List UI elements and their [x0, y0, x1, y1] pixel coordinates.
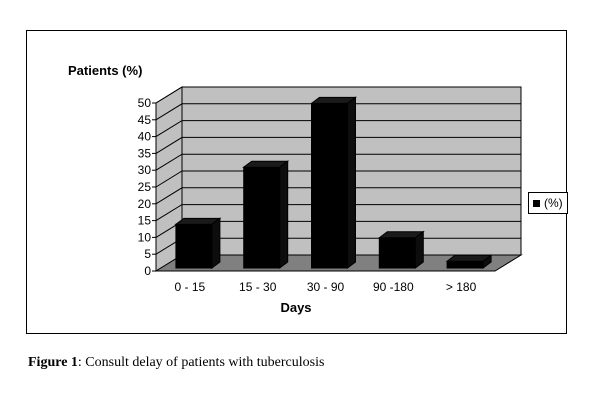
gridline	[155, 187, 521, 205]
bar	[446, 260, 484, 269]
bar-side	[482, 254, 492, 269]
bar	[175, 223, 213, 269]
x-tick-label: 90 -180	[373, 280, 414, 294]
gridline	[155, 120, 521, 138]
bar-side	[279, 160, 289, 269]
legend-label: (%)	[544, 196, 563, 210]
y-tick-label: 0	[144, 264, 151, 278]
gridline	[155, 103, 521, 121]
plot-area: 0 5 10 15 20 25 30 35 40 45 50 0 - 15 15 - 30 30 - 90…	[138, 86, 523, 294]
chart-frame	[26, 30, 567, 334]
bar-side	[211, 217, 221, 269]
figure-caption: Figure 1: Consult delay of patients with…	[28, 355, 324, 371]
bar	[311, 102, 348, 269]
gridline	[155, 204, 521, 222]
gridline	[155, 170, 521, 188]
y-tick-label: 10	[138, 230, 152, 244]
y-tick-label: 15	[138, 214, 152, 228]
y-tick-label: 40	[138, 130, 152, 144]
x-tick-label: > 180	[446, 280, 477, 294]
legend-swatch	[533, 199, 540, 207]
y-tick-label: 50	[138, 96, 152, 110]
legend: (%)	[528, 192, 568, 214]
x-tick-label: 30 - 90	[307, 280, 345, 294]
x-tick-label: 0 - 15	[175, 280, 206, 294]
y-tick-label: 35	[138, 146, 152, 160]
gridline	[155, 86, 521, 104]
caption-label: Figure 1	[28, 355, 78, 370]
x-axis-label: Days	[280, 300, 311, 315]
y-tick-label: 45	[138, 113, 152, 127]
gridline	[155, 153, 521, 171]
bar-side	[414, 230, 424, 269]
bar	[243, 166, 281, 269]
x-tick-label: 15 - 30	[239, 280, 277, 294]
y-tick-label: 25	[138, 180, 152, 194]
y-tick-label: 20	[138, 197, 152, 211]
y-tick-label: 5	[144, 247, 151, 261]
y-tick-label: 30	[138, 163, 152, 177]
gridline	[155, 136, 521, 154]
caption-text: : Consult delay of patients with tubercu…	[77, 355, 325, 370]
y-axis-label: Patients (%)	[68, 63, 142, 78]
bar-side	[347, 96, 356, 269]
bar	[378, 237, 416, 269]
